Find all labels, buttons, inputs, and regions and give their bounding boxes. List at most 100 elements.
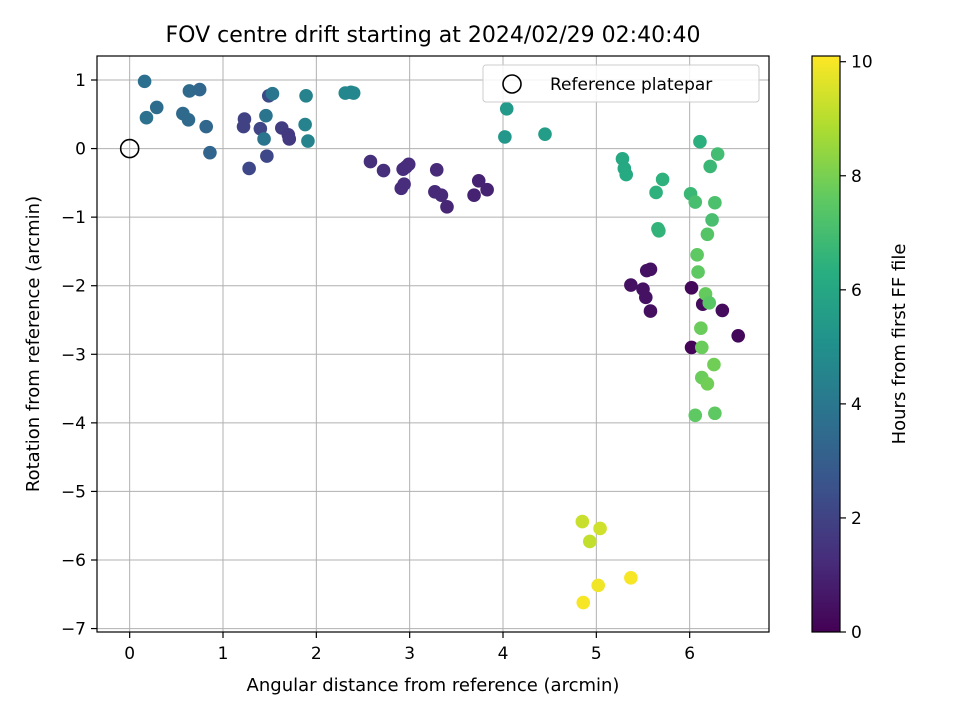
data-point <box>499 102 514 116</box>
data-point <box>363 154 378 169</box>
data-point <box>693 134 707 149</box>
data-point <box>624 571 638 585</box>
data-point <box>700 227 715 242</box>
data-points <box>137 74 745 610</box>
data-point <box>192 82 207 97</box>
data-point <box>695 340 709 355</box>
data-point <box>691 265 705 279</box>
data-point <box>705 213 719 227</box>
data-point <box>203 145 217 160</box>
data-point <box>242 161 256 176</box>
data-point <box>688 195 703 209</box>
x-tick-label: 3 <box>404 644 415 664</box>
y-tick-label: −5 <box>61 482 86 502</box>
data-point <box>593 521 607 536</box>
data-point <box>259 108 273 123</box>
x-tick-label: 0 <box>124 644 135 664</box>
data-point <box>298 117 312 132</box>
data-point <box>480 182 494 197</box>
x-tick-label: 6 <box>684 644 695 664</box>
grid-lines <box>97 56 769 632</box>
colorbar-tick-label: 4 <box>851 395 862 415</box>
data-point <box>690 248 704 262</box>
colorbar-tick-label: 0 <box>851 623 862 643</box>
y-tick-label: −2 <box>61 277 86 297</box>
data-point <box>700 376 715 391</box>
x-tick-label: 5 <box>591 644 602 664</box>
data-point <box>576 595 591 610</box>
y-tick-label: −4 <box>61 414 86 434</box>
colorbar-frame <box>811 55 841 633</box>
data-point <box>346 86 361 100</box>
data-point <box>708 406 722 421</box>
data-point <box>182 84 197 98</box>
data-point <box>301 134 315 148</box>
legend: Reference platepar <box>482 64 760 103</box>
data-point <box>260 149 274 163</box>
data-point <box>702 296 717 310</box>
data-point <box>715 303 730 318</box>
data-point <box>181 112 196 127</box>
data-point <box>708 195 722 210</box>
data-point <box>619 167 633 182</box>
y-tick-label: −3 <box>61 345 86 365</box>
colorbar-tick-label: 2 <box>851 509 862 529</box>
data-point <box>253 121 268 136</box>
data-point <box>688 408 703 423</box>
data-point <box>265 86 280 101</box>
data-point <box>401 157 416 172</box>
colorbar-tick-label: 8 <box>851 167 862 187</box>
data-point <box>471 174 486 188</box>
data-point <box>237 112 252 126</box>
data-point <box>703 159 717 174</box>
data-point <box>299 88 313 103</box>
data-point <box>684 280 699 295</box>
axis-ticks: 0 1 2 3 4 5 6 1 0 −1 −2 −3 −4 −5 −6 −7 <box>61 71 695 664</box>
data-point <box>137 74 152 89</box>
x-tick-label: 1 <box>218 644 229 664</box>
data-point <box>649 185 663 200</box>
data-point <box>257 132 271 146</box>
y-tick-label: −6 <box>61 551 86 571</box>
data-point <box>282 132 297 146</box>
data-point <box>710 147 725 161</box>
data-point <box>139 110 154 125</box>
data-point <box>498 130 512 144</box>
y-tick-label: −7 <box>61 620 86 640</box>
colorbar-label: Hours from first FF file <box>889 244 910 445</box>
data-point <box>624 278 638 292</box>
data-point <box>376 163 391 178</box>
data-point <box>429 163 444 177</box>
data-point <box>434 188 449 202</box>
data-point <box>643 304 658 318</box>
data-point <box>575 514 590 529</box>
y-tick-label: 1 <box>75 71 86 91</box>
y-tick-label: −1 <box>61 208 86 228</box>
x-tick-label: 2 <box>311 644 322 664</box>
data-point <box>655 172 670 187</box>
data-point <box>643 262 658 277</box>
plot-frame <box>96 55 770 633</box>
data-point <box>591 578 605 593</box>
data-point <box>199 119 213 134</box>
colorbar-gradient <box>812 56 840 632</box>
legend-box <box>482 64 760 103</box>
data-point <box>694 321 708 336</box>
x-tick-label: 4 <box>498 644 509 664</box>
data-point <box>731 328 745 343</box>
data-point <box>652 224 666 238</box>
data-point <box>583 534 597 549</box>
data-point <box>707 357 721 372</box>
data-point <box>639 290 653 305</box>
reference-platepar-marker <box>119 138 140 159</box>
legend-label: Reference platepar <box>550 75 712 95</box>
data-point <box>397 177 411 192</box>
data-point <box>538 127 552 141</box>
chart-title: FOV centre drift starting at 2024/02/29 … <box>166 23 701 48</box>
colorbar: 0 2 4 6 8 10 Hours from first FF file <box>811 53 910 643</box>
y-tick-label: 0 <box>75 140 86 160</box>
plot-background <box>97 56 769 632</box>
data-point <box>684 340 699 355</box>
colorbar-tick-label: 6 <box>851 281 862 301</box>
